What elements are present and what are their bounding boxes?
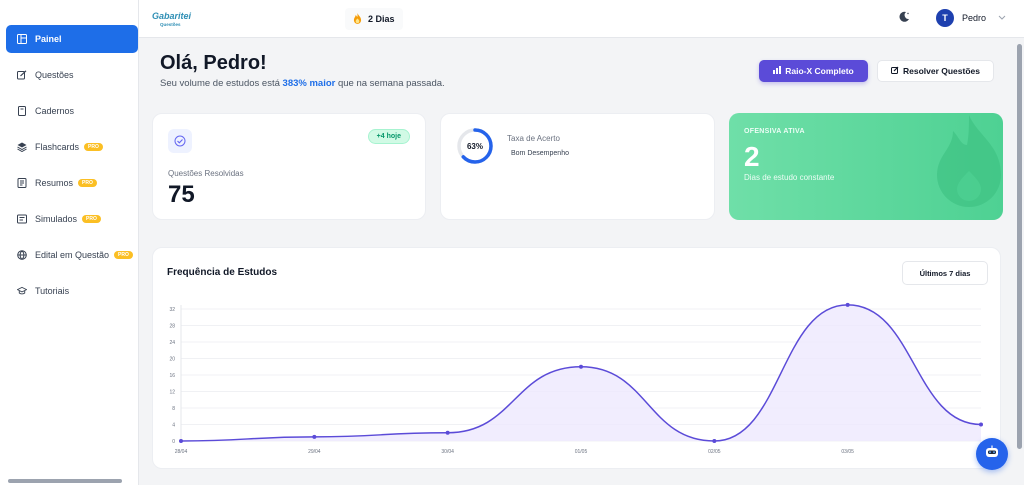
sidebar-item-label: Edital em Questão — [35, 250, 110, 260]
y-tick-label: 16 — [169, 373, 175, 379]
data-point[interactable] — [579, 364, 583, 369]
percent-label: 63% — [466, 141, 483, 151]
y-tick-label: 12 — [169, 390, 175, 396]
sidebar-item-label: Cadernos — [35, 106, 75, 116]
progress-ring: 63% — [456, 127, 494, 165]
ofensiva-sub: Dias de estudo constante — [744, 173, 835, 182]
robot-icon — [984, 445, 1000, 464]
series-area — [181, 304, 981, 441]
x-tick-label: 02/05 — [708, 449, 721, 455]
bar-chart-icon — [773, 66, 782, 76]
performance-label: Bom Desempenho — [511, 150, 569, 157]
y-tick-label: 20 — [169, 357, 175, 363]
taxa-label: Taxa de Acerto — [507, 134, 560, 143]
avatar[interactable]: T — [935, 9, 954, 27]
chatbot-button[interactable] — [976, 438, 1008, 470]
sidebar-item-label: Tutoriais — [35, 286, 70, 296]
data-point[interactable] — [979, 422, 983, 427]
taxa-acerto-card: 63% Taxa de Acerto Bom Desempenho — [440, 113, 715, 220]
user-name[interactable]: Pedro — [961, 13, 986, 23]
x-tick-label: 01/05 — [575, 449, 588, 455]
svg-text:Questões: Questões — [160, 22, 181, 27]
sidebar-item-tutoriais[interactable]: Tutoriais — [6, 277, 138, 305]
globe-icon — [17, 250, 27, 260]
chevron-down-icon[interactable] — [998, 13, 1006, 23]
topbar: 2 Dias T Pedro — [139, 0, 1024, 38]
streak-label: 2 Dias — [368, 14, 395, 24]
sidebar-item-label: Simulados — [35, 214, 78, 224]
ofensiva-label: OFENSIVA ATIVA — [744, 128, 805, 135]
y-tick-label: 32 — [169, 307, 175, 313]
pro-badge: PRO — [84, 143, 103, 151]
sidebar-item-resumos[interactable]: Resumos PRO — [6, 169, 138, 197]
svg-text:Gabaritei: Gabaritei — [152, 11, 192, 21]
vertical-scrollbar[interactable] — [1017, 44, 1022, 449]
x-tick-label: 30/04 — [441, 449, 454, 455]
sidebar-item-cadernos[interactable]: Cadernos — [6, 97, 138, 125]
questoes-label: Questões Resolvidas — [168, 169, 244, 178]
data-point[interactable] — [712, 439, 717, 443]
sidebar-item-simulados[interactable]: Simulados PRO — [6, 205, 138, 233]
data-point[interactable] — [179, 439, 183, 443]
data-point[interactable] — [312, 434, 317, 439]
streak-badge: 2 Dias — [345, 8, 403, 30]
edit-icon — [890, 66, 899, 76]
chart-title: Frequência de Estudos — [167, 267, 278, 278]
graduation-icon — [17, 286, 27, 296]
page-title: Olá, Pedro! — [160, 52, 267, 74]
pro-badge: PRO — [78, 179, 97, 187]
y-tick-label: 28 — [169, 324, 175, 330]
horizontal-scrollbar[interactable] — [8, 479, 122, 483]
sidebar-nav: Painel Questões Cadernos Flashcards PRO Resum… — [6, 25, 138, 313]
y-tick-label: 4 — [172, 423, 175, 429]
x-tick-label: 28/04 — [175, 449, 188, 455]
sidebar-item-quest-es[interactable]: Questões — [6, 61, 138, 89]
edit-icon — [17, 70, 27, 80]
pro-badge: PRO — [114, 251, 133, 259]
check-circle-icon — [168, 129, 192, 153]
layers-icon — [17, 142, 27, 152]
sidebar-item-edital-em-quest-o[interactable]: Edital em Questão PRO — [6, 241, 138, 269]
document-icon — [17, 178, 27, 188]
ofensiva-card: OFENSIVA ATIVA 2 Dias de estudo constant… — [729, 113, 1003, 220]
pro-badge: PRO — [82, 215, 101, 223]
questoes-resolvidas-card: +4 hoje Questões Resolvidas 75 — [152, 113, 426, 220]
flame-icon — [919, 113, 1003, 220]
sidebar-item-label: Questões — [35, 70, 74, 80]
y-tick-label: 24 — [169, 340, 175, 346]
page-subtitle: Seu volume de estudos está 383% maior qu… — [160, 78, 445, 89]
y-tick-label: 8 — [172, 406, 175, 412]
series-line — [180, 304, 982, 442]
exam-icon — [17, 214, 27, 224]
today-badge: +4 hoje — [367, 129, 410, 144]
resolver-questoes-button[interactable]: Resolver Questões — [877, 60, 994, 82]
ofensiva-value: 2 — [744, 141, 760, 172]
range-select[interactable]: Últimos 7 dias — [902, 261, 988, 285]
sidebar: Painel Questões Cadernos Flashcards PRO Resum… — [0, 0, 139, 485]
sidebar-item-flashcards[interactable]: Flashcards PRO — [6, 133, 138, 161]
logo[interactable]: Gabaritei Questões — [152, 10, 198, 28]
questoes-value: 75 — [168, 181, 195, 208]
dashboard-icon — [17, 34, 27, 44]
y-tick-label: 0 — [172, 439, 175, 445]
sidebar-item-painel[interactable]: Painel — [6, 25, 138, 53]
sidebar-item-label: Painel — [35, 34, 62, 44]
x-tick-label: 29/04 — [308, 449, 321, 455]
data-point[interactable] — [845, 302, 850, 307]
sidebar-item-label: Flashcards — [35, 142, 80, 152]
data-point[interactable] — [445, 430, 450, 435]
dark-mode-icon[interactable] — [898, 11, 910, 25]
frequency-chart: 0 4 8 12 16 20 24 28 32 28/04 29/04 30/04 01/05 02/05… — [169, 302, 983, 455]
flame-icon — [353, 12, 362, 26]
frequencia-chart-card: Frequência de Estudos Últimos 7 dias 0 4 8… — [152, 247, 1001, 469]
sidebar-item-label: Resumos — [35, 178, 74, 188]
notebook-icon — [17, 106, 27, 116]
raio-x-button[interactable]: Raio-X Completo — [759, 60, 868, 82]
user-menu[interactable]: T Pedro — [898, 9, 1006, 27]
x-tick-label: 03/05 — [841, 449, 854, 455]
